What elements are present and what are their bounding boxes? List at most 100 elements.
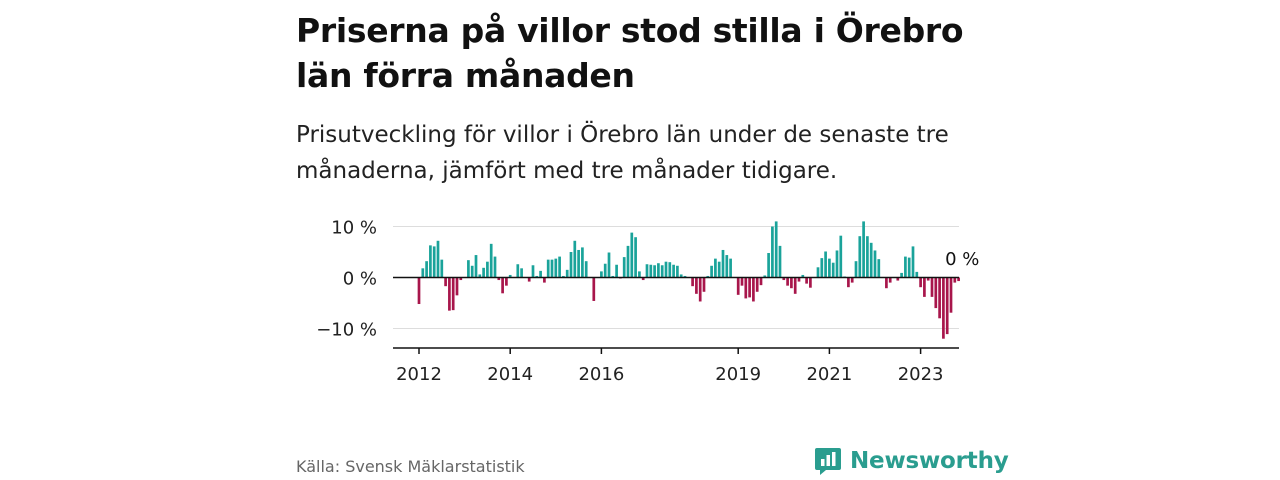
bar xyxy=(926,277,930,281)
bar xyxy=(729,258,732,278)
x-tick-label: 2019 xyxy=(715,364,761,385)
bar xyxy=(683,275,687,278)
bar xyxy=(569,252,573,278)
bar xyxy=(421,268,425,278)
bar xyxy=(668,262,672,278)
bar xyxy=(436,240,440,278)
bar xyxy=(873,250,877,278)
bar xyxy=(896,277,900,281)
bar xyxy=(782,277,786,281)
bar xyxy=(945,277,949,335)
bar xyxy=(531,265,535,278)
bar xyxy=(748,277,751,298)
bar xyxy=(923,277,926,297)
bar xyxy=(459,277,463,281)
bar xyxy=(615,264,618,278)
bar xyxy=(600,271,603,278)
x-tick-label: 2021 xyxy=(806,364,852,385)
bar xyxy=(885,277,888,289)
bar xyxy=(797,277,801,282)
bar xyxy=(501,277,504,294)
bar xyxy=(679,274,683,278)
bar xyxy=(835,250,839,278)
bar xyxy=(425,261,428,278)
brand-logo[interactable]: Newsworthy xyxy=(814,446,1009,476)
bar xyxy=(809,277,812,288)
bar xyxy=(949,277,953,313)
bar xyxy=(702,277,706,292)
bar xyxy=(546,259,550,278)
bar xyxy=(904,256,907,278)
bar xyxy=(778,245,782,278)
bar xyxy=(474,255,478,278)
bar xyxy=(527,277,531,282)
bar xyxy=(938,277,941,319)
bars-layer xyxy=(417,221,960,339)
bar xyxy=(755,277,759,292)
bar xyxy=(695,277,698,294)
bar xyxy=(482,267,485,278)
bar xyxy=(957,277,960,282)
brand-name: Newsworthy xyxy=(850,448,1009,474)
newsworthy-logo-icon xyxy=(815,448,841,475)
bar xyxy=(767,253,770,278)
bar xyxy=(805,277,808,284)
axis-layer xyxy=(393,276,959,354)
bar xyxy=(672,264,675,278)
bar xyxy=(862,221,865,278)
bar xyxy=(919,277,922,288)
x-tick-label: 2012 xyxy=(396,364,442,385)
bar xyxy=(698,277,702,302)
bar xyxy=(440,259,444,278)
bar xyxy=(649,264,653,278)
bar xyxy=(911,246,915,278)
bar xyxy=(828,258,831,278)
bar xyxy=(801,274,805,278)
bar xyxy=(759,277,763,286)
bar xyxy=(907,257,911,278)
bar xyxy=(740,277,744,286)
bar xyxy=(607,252,611,278)
bar xyxy=(630,232,634,278)
bar xyxy=(592,277,596,301)
bar xyxy=(721,249,725,278)
bar xyxy=(706,275,710,278)
bar xyxy=(653,265,656,278)
x-tick-label: 2016 xyxy=(578,364,624,385)
bar xyxy=(565,269,569,278)
bar xyxy=(771,226,774,278)
bar xyxy=(444,277,447,287)
x-tick-label: 2023 xyxy=(898,364,944,385)
bar xyxy=(493,256,497,278)
bar xyxy=(691,277,694,287)
bar xyxy=(611,275,615,278)
bar xyxy=(717,261,721,278)
bar xyxy=(535,275,539,278)
bar xyxy=(888,277,892,283)
bar xyxy=(664,261,668,278)
chart-subtitle: Prisutveckling för villor i Örebro län u… xyxy=(296,122,949,184)
bar xyxy=(520,268,523,278)
bar xyxy=(774,221,778,278)
bar xyxy=(877,259,881,278)
bar xyxy=(790,277,793,289)
bar xyxy=(831,262,835,278)
bar xyxy=(584,261,588,278)
bar xyxy=(638,271,641,278)
bar xyxy=(432,246,436,278)
bar xyxy=(869,242,873,278)
bar xyxy=(900,272,903,278)
bar xyxy=(710,265,713,278)
bar xyxy=(645,264,649,278)
bar xyxy=(657,263,660,278)
bar xyxy=(786,277,789,286)
bar xyxy=(505,277,508,286)
bar xyxy=(752,277,755,302)
bar xyxy=(854,261,858,278)
bar xyxy=(934,277,938,309)
bar xyxy=(763,275,767,278)
bar xyxy=(626,245,630,278)
label-layer: 10 % 0 % −10 % 2012 2014 2016 2019 2021 2023 0 % xyxy=(316,218,979,386)
bar xyxy=(641,277,645,281)
bar xyxy=(417,277,421,305)
